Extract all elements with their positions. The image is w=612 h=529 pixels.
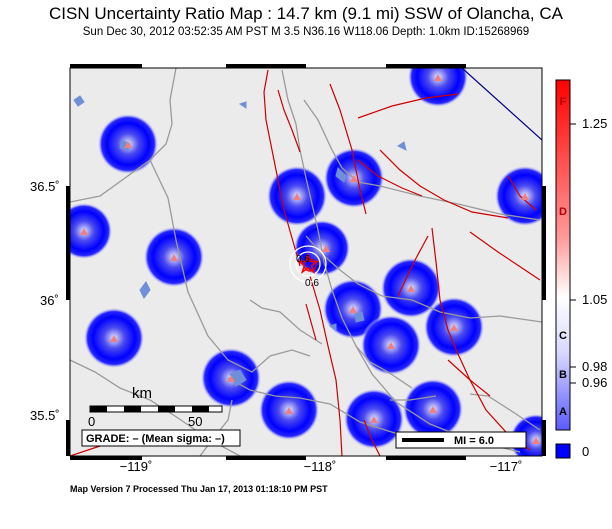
station-marker	[429, 406, 437, 413]
station-marker	[350, 175, 358, 182]
scale-bar-unit: km	[132, 385, 152, 402]
grade-letter-b: B	[559, 369, 567, 381]
lat-label-35-5: 35.5˚	[30, 408, 60, 423]
epicenter-star-icon	[296, 252, 320, 275]
station-marker	[450, 324, 458, 331]
map-version-footer: Map Version 7 Processed Thu Jan 17, 2013…	[70, 484, 328, 494]
event-info: Sun Dec 30, 2012 03:52:35 AM PST M 3.5 N…	[82, 26, 530, 38]
scale-bar-end: 50	[188, 414, 202, 429]
frame-ticks	[66, 64, 546, 460]
contour-label-lower: 0.6	[305, 278, 319, 289]
lon-label-118: −118˚	[303, 459, 337, 474]
state-boundary	[461, 68, 542, 141]
station-marker	[285, 407, 293, 414]
station-marker	[227, 375, 235, 382]
station-marker	[322, 245, 330, 252]
station-marker	[349, 306, 357, 313]
mi-legend-bar	[402, 438, 444, 442]
scale-bar	[89, 405, 223, 413]
colorbar-zero-swatch	[555, 443, 571, 459]
station-marker	[80, 228, 88, 235]
grade-letter-c: C	[559, 330, 567, 342]
grade-text: GRADE: – (Mean sigma: –)	[86, 433, 225, 445]
station-marker	[170, 254, 178, 261]
colorbar-label-1-05: 1.05	[582, 292, 608, 307]
station-marker	[370, 416, 378, 423]
lat-label-36: 36˚	[40, 293, 59, 308]
colorbar-zero-label: 0	[582, 444, 590, 459]
colorbar	[555, 79, 571, 431]
uncertainty-blob	[70, 203, 112, 259]
page-title: CISN Uncertainty Ratio Map : 14.7 km (9.…	[49, 4, 563, 23]
grade-letter-a: A	[559, 406, 567, 418]
station-marker	[434, 74, 442, 81]
mi-text: MI = 6.0	[454, 435, 494, 447]
station-marker	[521, 193, 529, 200]
lon-label-119: −119˚	[119, 459, 153, 474]
colorbar-label-0-98: 0.98	[582, 359, 608, 374]
grade-box	[81, 429, 241, 447]
mi-box	[395, 431, 527, 449]
stations	[80, 74, 540, 444]
scale-bar-start: 0	[88, 414, 95, 429]
colorbar-label-0-96: 0.96	[582, 375, 608, 390]
station-marker	[293, 193, 301, 200]
colorbar-ticks	[570, 123, 576, 384]
station-marker	[387, 342, 395, 349]
faults	[70, 69, 541, 456]
uncertainty-blob	[495, 166, 542, 226]
contour-label-upper: 0.6	[296, 254, 310, 265]
station-marker	[110, 335, 118, 342]
lon-label-117: −117˚	[489, 459, 523, 474]
uncertainty-blobs	[70, 68, 542, 456]
water-bodies	[73, 95, 407, 387]
colorbar-label-1-25: 1.25	[582, 116, 608, 131]
grade-letter-d: D	[559, 206, 567, 218]
lat-label-36-5: 36.5˚	[30, 179, 60, 194]
station-marker	[407, 285, 415, 292]
uncertainty-blob	[408, 68, 468, 107]
station-marker	[532, 437, 540, 444]
grade-letter-f: F	[559, 96, 567, 108]
station-marker	[124, 141, 132, 148]
